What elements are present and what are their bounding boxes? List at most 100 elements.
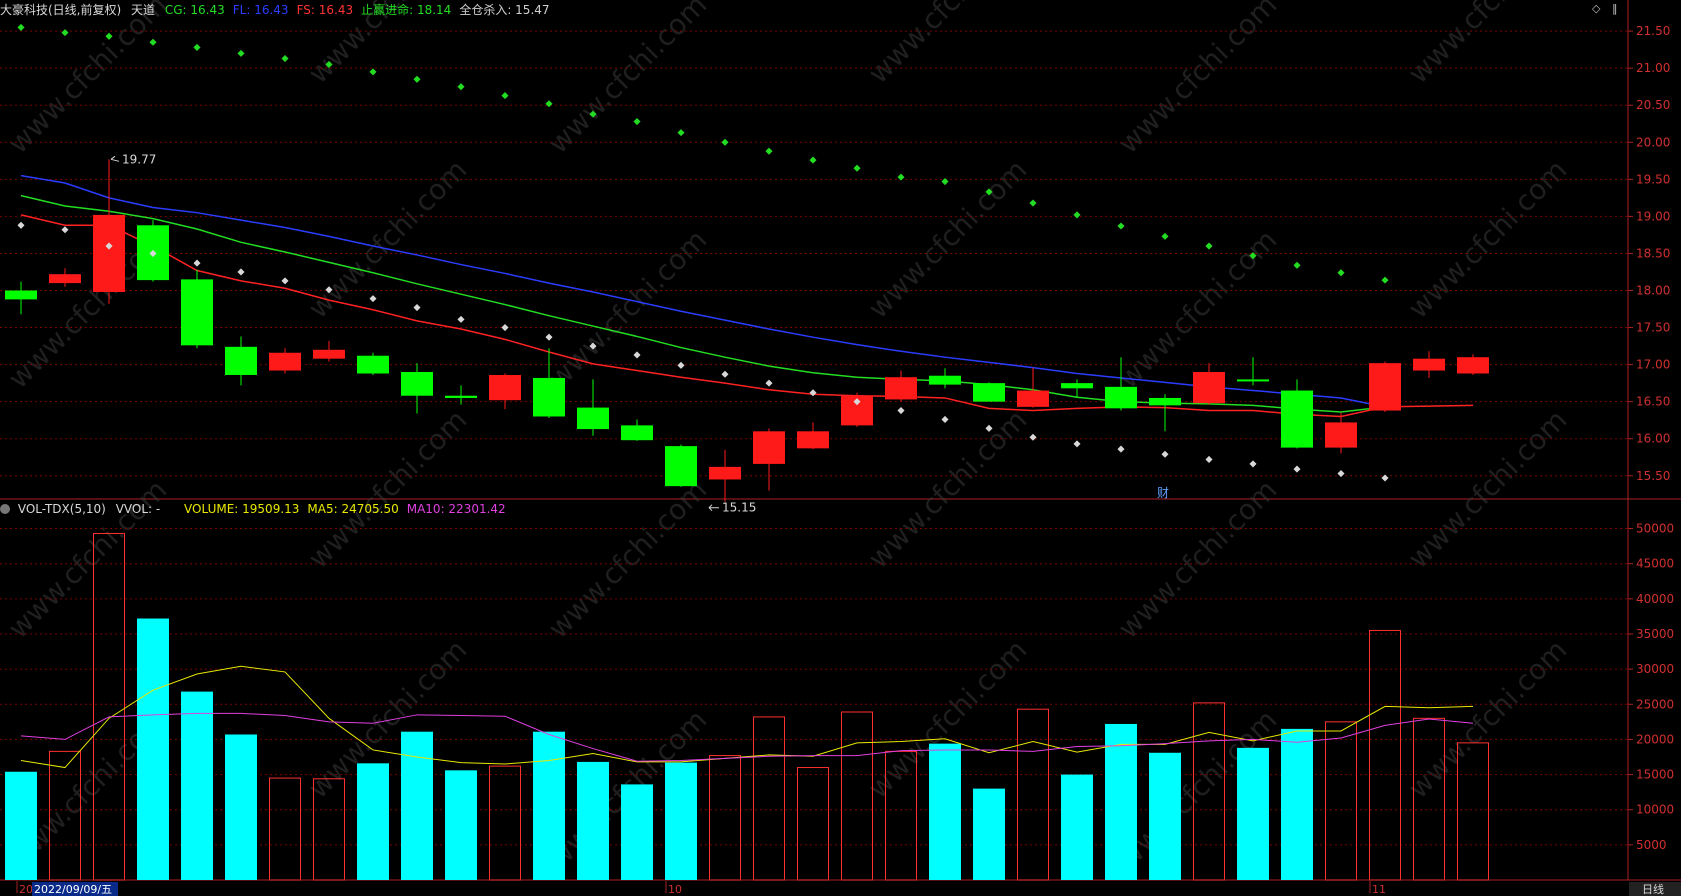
- volume-bar: [5, 771, 37, 880]
- volume-bar: [973, 788, 1005, 880]
- candle-body: [797, 431, 829, 449]
- candle-body: [401, 372, 433, 396]
- volume-bar: [1237, 747, 1269, 880]
- volume-indicator-value-0: VOLUME: 19509.13: [184, 502, 300, 516]
- low-marker-arrow: [708, 504, 719, 512]
- candle-body: [181, 279, 213, 346]
- candle-body: [1457, 357, 1489, 374]
- candle-body: [577, 407, 609, 430]
- volume-bar: [709, 755, 741, 881]
- volume-tick-label: 35000: [1636, 627, 1674, 641]
- candle-body: [753, 431, 785, 464]
- price-tick-label: 18.00: [1636, 283, 1670, 297]
- stop-dot: [853, 164, 861, 172]
- entry-dot: [721, 370, 729, 378]
- stop-dot: [897, 173, 905, 181]
- entry-dot: [501, 324, 509, 332]
- volume-bar: [621, 784, 653, 880]
- volume-ma-line-ma10: [20, 712, 1474, 762]
- volume-bar: [1369, 629, 1401, 881]
- stop-dot: [633, 117, 641, 126]
- candle-body: [1281, 390, 1313, 448]
- stop-dot: [589, 110, 597, 118]
- header-indicator-value-3: 止赢进命: 18.14: [361, 3, 452, 17]
- date-tick-label: 10: [668, 883, 682, 896]
- date-cursor-box: [32, 882, 118, 896]
- stop-dot: [941, 178, 949, 186]
- candle-body: [5, 290, 37, 300]
- stop-dot: [985, 188, 993, 196]
- volume-bar: [1193, 702, 1225, 881]
- entry-dot: [941, 415, 949, 423]
- candle-body: [885, 377, 917, 400]
- volume-bar: [445, 770, 477, 880]
- stop-dot: [413, 75, 421, 83]
- candle-body: [1017, 390, 1049, 407]
- volume-bar: [1105, 723, 1137, 880]
- price-tick-label: 16.50: [1636, 395, 1670, 409]
- volume-tick-label: 25000: [1636, 697, 1674, 711]
- high-marker-arrow: [110, 155, 120, 162]
- date-tick-label: 20: [19, 883, 33, 896]
- stop-dot: [721, 138, 729, 146]
- stop-dot: [17, 23, 25, 31]
- volume-tick-label: 50000: [1636, 522, 1674, 536]
- volume-bar: [93, 532, 125, 881]
- volume-bar: [929, 743, 961, 880]
- high-price-label: 19.77: [122, 152, 156, 166]
- volume-bar: [269, 777, 301, 881]
- volume-bar: [137, 618, 169, 880]
- candle-body: [269, 352, 301, 371]
- candle-body: [445, 395, 477, 398]
- candle-body: [225, 346, 257, 375]
- price-tick-label: 18.50: [1636, 246, 1670, 260]
- volume-bar: [357, 763, 389, 880]
- candle-body: [1369, 363, 1401, 411]
- indicator-name: 天道: [131, 3, 156, 17]
- entry-dot: [413, 304, 421, 312]
- volume-tick-label: 20000: [1636, 732, 1674, 746]
- stock-name: 大豪科技(日线,前复权): [0, 3, 122, 17]
- price-tick-label: 17.50: [1636, 321, 1670, 335]
- volume-bar: [1017, 708, 1049, 881]
- volume-bar: [401, 731, 433, 880]
- stop-dot: [193, 43, 201, 51]
- volume-bar: [1061, 774, 1093, 880]
- header-indicator-value-2: FS: 16.43: [296, 3, 354, 17]
- price-tick-label: 15.50: [1636, 469, 1670, 483]
- stop-dot: [501, 92, 509, 100]
- volume-bar: [665, 762, 697, 880]
- candle-body: [1193, 372, 1225, 404]
- candle-body: [929, 375, 961, 385]
- entry-dot: [325, 286, 333, 294]
- panel-scroll-handle[interactable]: ‖: [1612, 2, 1618, 15]
- price-line-fl: [20, 174, 1386, 408]
- period-box: [1629, 882, 1681, 896]
- candle-body: [1105, 386, 1137, 409]
- volume-indicator-value-2: MA10: 22301.42: [406, 502, 506, 516]
- low-price-label: 15.15: [722, 501, 756, 515]
- candle-body: [665, 446, 697, 487]
- volume-bar: [49, 750, 81, 881]
- candle-body: [709, 466, 741, 480]
- volume-bar: [1413, 717, 1445, 881]
- price-tick-label: 17.00: [1636, 358, 1670, 372]
- price-tick-label: 19.00: [1636, 209, 1670, 223]
- entry-dot: [589, 342, 597, 350]
- candle-body: [1413, 358, 1445, 371]
- stop-dot: [281, 55, 289, 63]
- entry-dot: [677, 361, 685, 369]
- candle-body: [357, 355, 389, 374]
- date-cursor-label: 2022/09/09/五: [34, 883, 112, 896]
- entry-dot: [633, 351, 641, 359]
- price-tick-label: 21.50: [1636, 24, 1670, 38]
- volume-bar: [489, 765, 521, 881]
- volume-bar: [313, 778, 345, 881]
- diamond-icon[interactable]: ◇: [1592, 2, 1601, 15]
- header-indicator-value-0: CG: 16.43: [164, 3, 225, 17]
- price-tick-label: 16.00: [1636, 432, 1670, 446]
- candle-body: [973, 383, 1005, 402]
- entry-dot: [237, 268, 245, 276]
- collapse-icon[interactable]: [0, 504, 10, 514]
